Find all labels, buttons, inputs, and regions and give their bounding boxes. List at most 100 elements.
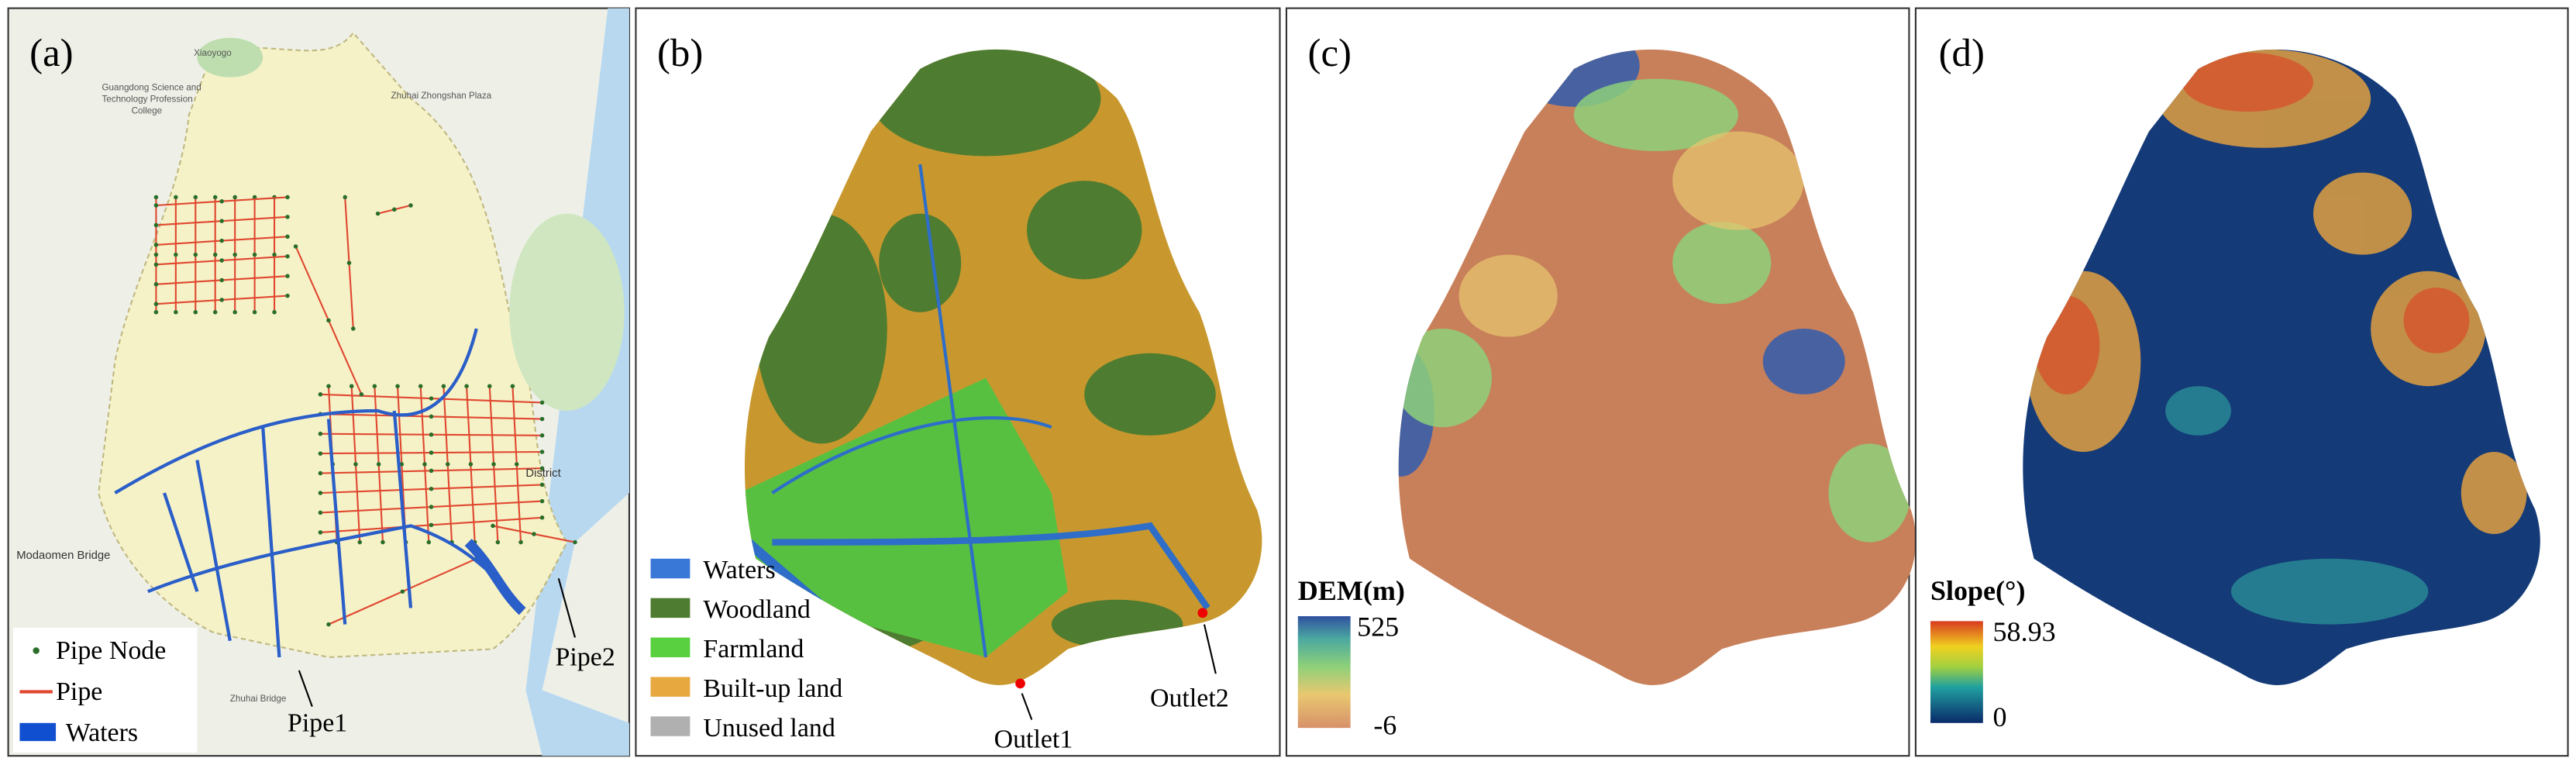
pipe-node [285,195,290,200]
pipe-node [381,539,385,545]
colorbar [1297,615,1351,729]
pipe-node [232,310,237,315]
pipe-node [272,252,277,257]
pipe-node [539,450,545,454]
pipe-node [359,392,364,397]
colorbar-max: 58.93 [1993,616,2056,647]
pipe-node [232,252,237,257]
pipe-node [174,252,178,257]
figure-body: (a) Xiaoyogo Guangdong Science and Techn… [7,7,2569,757]
pipe-node [174,195,178,200]
pipe-node [174,310,178,315]
arrow [298,670,313,707]
outlet [1197,608,1208,619]
legend-label: Woodland [703,595,811,624]
legend-swatch [33,647,40,654]
legend-label: Built-up land [703,674,842,703]
colorbar [1930,621,1983,723]
pipe-node [495,539,501,545]
legend-label: Waters [703,556,775,584]
pipe-node [153,302,159,306]
panel-a: (a) Xiaoyogo Guangdong Science and Techn… [7,7,631,757]
colorbar-min: -6 [1373,710,1396,741]
pipe-node [429,450,434,455]
pipe-node [464,384,469,388]
arrow [557,577,577,638]
pipe-node [252,310,257,315]
place-name: District [525,467,561,480]
pipe-node [252,252,257,257]
pipe-node [429,396,434,401]
annotation: Outlet2 [1150,684,1229,713]
pipe-node [514,462,519,467]
pipe-node [212,195,218,200]
pipe-node [429,432,434,437]
pipe-node [399,462,405,467]
annotation: Outlet1 [994,725,1073,754]
pipe-node [418,384,423,388]
panel-label: (a) [29,32,73,75]
colorbar-max: 525 [1357,611,1399,642]
pipe-node [408,203,413,208]
pipe-node [318,491,323,495]
pipe-node [326,318,331,323]
legend-label: Unused land [703,714,835,743]
pipe-node [219,258,224,263]
pipe-node [573,539,577,545]
place-name: Guangdong Science and [102,83,201,93]
legend-swatch [19,722,57,742]
panel-c: (c) DEM(m) 525 -6 [1285,7,1917,757]
pipe-node [429,486,434,491]
pipe-node [510,384,515,388]
pipe-node [539,466,545,470]
panel-d: (d) Slope(°) 58.93 0 [1914,7,2569,757]
pipe-node [219,277,224,283]
legend-swatch [650,716,690,736]
pipe-node [232,195,237,200]
arrow [1021,693,1033,720]
pipe-node [429,468,434,474]
pipe-node [491,523,495,529]
pipe-node [212,252,218,257]
pipe-node [318,510,323,515]
pipe-node [353,462,358,467]
pipe-node [343,195,347,200]
place-name: Zhuhai Bridge [230,694,287,704]
pipe-node [426,539,432,545]
pipe-node [400,589,405,594]
pipe-node [539,416,545,422]
pipe-node [153,195,159,200]
pipe-node [219,198,224,204]
pipe-node [326,384,331,388]
green-area [197,37,263,78]
pipe-node [487,384,492,388]
pipe-node [395,384,400,388]
pipe-node [422,462,427,467]
pipe-node [539,482,545,488]
place-name: Technology Profession [102,94,192,104]
pipe-node [193,195,198,200]
panel-label: (b) [657,32,703,75]
colorbar-min: 0 [1993,701,2007,732]
legend-swatch [650,677,690,697]
pipe-node [153,262,159,267]
pipe-node [349,384,354,388]
pipe-node [351,326,356,331]
pipe-node [326,622,331,627]
pipe-node [293,244,298,249]
pipe-node [318,392,323,397]
pipe-node [357,539,363,545]
pipe-node [318,431,323,436]
arrow [1203,624,1217,674]
place-name: College [132,105,163,115]
place-name: Modaomen Bridge [16,550,110,562]
green-area [509,213,625,411]
pipe-node [539,515,545,520]
pipe-node [539,498,545,504]
pipe-node [376,462,381,467]
pipe-node [429,414,434,419]
pipe-node [539,433,545,438]
pipe-node [153,310,159,315]
legend-label: Pipe Node [56,636,166,665]
